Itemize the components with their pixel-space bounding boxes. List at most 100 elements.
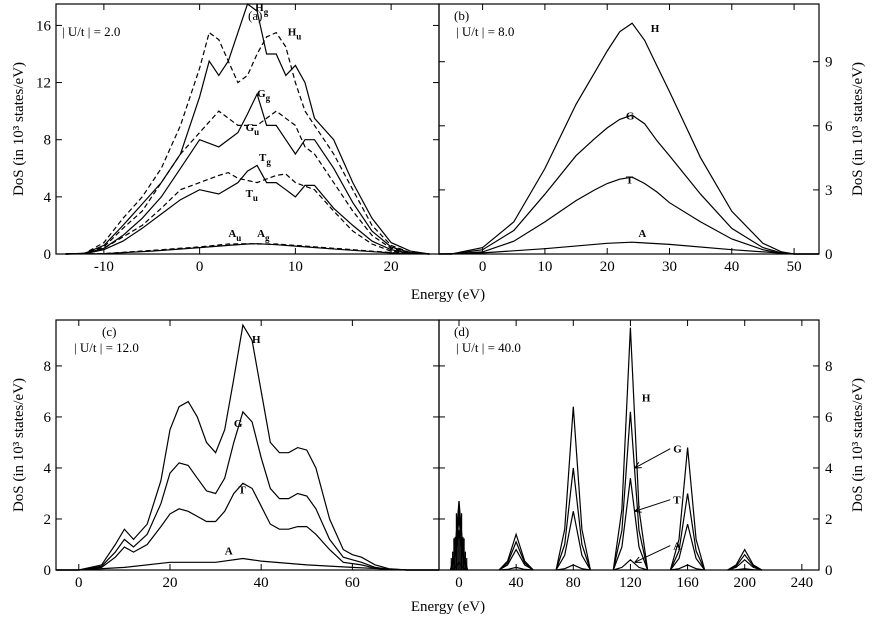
- y-axis-title-d: DoS (in 10³ states/eV): [850, 378, 866, 512]
- x-tick-label: 200: [733, 575, 756, 591]
- series-line-A: [56, 557, 439, 571]
- panel-d-annotation: | U/t | = 40.0: [456, 340, 521, 355]
- curve-label-Hu: Hu: [288, 26, 302, 41]
- panel-d-plot: 0 40 80 120 160 200 240 0 2 4 6 8 H G T A: [439, 320, 833, 591]
- panel-a-label: (a): [248, 8, 262, 23]
- series-line-Gu: [65, 110, 430, 255]
- series-line-T: [449, 478, 763, 571]
- series-line-T: [56, 482, 439, 571]
- x-tick-label: 160: [676, 575, 699, 591]
- series-line-T: [439, 176, 819, 255]
- curve-label-Au: Au: [228, 228, 241, 243]
- y-tick-label: 6: [825, 119, 833, 135]
- x-tick-label: 0: [455, 575, 463, 591]
- panel-c-frame: [55, 319, 440, 571]
- label-arrowhead: [634, 462, 642, 469]
- y-tick-label: 2: [825, 512, 833, 528]
- curve-label-T: T: [238, 484, 246, 496]
- series-line-H: [439, 22, 819, 255]
- series-line-A: [438, 241, 819, 255]
- label-arrow: [634, 499, 671, 512]
- panel-c-plot: 0 20 40 60 0 2 4 6 8 H G T A: [44, 320, 439, 591]
- x-axis-title-top: Energy (eV): [411, 287, 485, 303]
- panel-b-frame: [438, 3, 820, 255]
- x-tick-label: 60: [345, 575, 360, 591]
- y-tick-label: 8: [44, 359, 52, 375]
- y-tick-label: 4: [825, 461, 833, 477]
- label-arrowhead: [634, 556, 642, 563]
- x-tick-label: 0: [479, 259, 487, 275]
- series-comb: [450, 501, 468, 570]
- y-tick-label: 6: [825, 410, 833, 426]
- panel-b-plot: 0 10 20 30 40 50 0 3 6 9 H G T A: [438, 4, 833, 275]
- x-tick-label: 50: [787, 259, 802, 275]
- x-axis-title-bottom: Energy (eV): [411, 599, 485, 615]
- y-tick-label: 0: [825, 247, 833, 263]
- y-tick-label: 2: [44, 512, 52, 528]
- y-tick-label: 0: [44, 247, 52, 263]
- series-line-G: [439, 114, 819, 255]
- y-tick-label: 12: [36, 76, 51, 92]
- y-tick-label: 4: [44, 190, 52, 206]
- panel-d-label: (d): [454, 324, 469, 339]
- label-arrow: [634, 545, 671, 563]
- x-tick-label: 120: [619, 575, 642, 591]
- series-line-G: [56, 410, 439, 571]
- y-tick-label: 16: [36, 18, 52, 34]
- x-tick-label: 20: [162, 575, 177, 591]
- x-tick-label: 40: [254, 575, 269, 591]
- series-line-Hg: [65, 3, 430, 255]
- y-axis-title-c: DoS (in 10³ states/eV): [11, 378, 27, 512]
- series-line-H: [449, 327, 763, 571]
- x-tick-label: 0: [75, 575, 83, 591]
- y-tick-label: 0: [825, 563, 833, 579]
- x-tick-label: 40: [509, 575, 524, 591]
- x-tick-label: 20: [600, 259, 615, 275]
- curve-label-Gu: Gu: [246, 122, 260, 137]
- curve-label-H: H: [252, 334, 261, 346]
- series-line-Gg: [65, 92, 430, 255]
- label-arrow: [634, 448, 671, 469]
- curve-label-A: A: [638, 228, 646, 240]
- curve-label-T: T: [626, 174, 634, 186]
- y-tick-label: 8: [44, 133, 52, 149]
- curve-label-A: A: [673, 541, 681, 553]
- series-line-Hu: [65, 31, 430, 255]
- curve-label-Ag: Ag: [257, 228, 270, 243]
- x-tick-label: 240: [791, 575, 814, 591]
- panel-c-annotation: | U/t | = 12.0: [74, 340, 139, 355]
- curve-label-G: G: [673, 444, 682, 456]
- label-arrowhead: [634, 506, 642, 513]
- y-tick-label: 9: [825, 55, 833, 71]
- curve-label-H: H: [651, 23, 660, 35]
- series-line-Tu: [65, 171, 430, 255]
- panel-c-label: (c): [102, 324, 116, 339]
- x-tick-label: 10: [288, 259, 303, 275]
- x-tick-label: 30: [662, 259, 677, 275]
- series-line-Tg: [65, 164, 430, 255]
- x-tick-label: 40: [724, 259, 739, 275]
- x-tick-label: 20: [384, 259, 399, 275]
- curve-label-A: A: [225, 546, 233, 558]
- series-line-A: [450, 558, 762, 571]
- panel-a-annotation: | U/t | = 2.0: [62, 24, 120, 39]
- y-tick-label: 4: [44, 461, 52, 477]
- curve-label-Tu: Tu: [246, 188, 258, 203]
- curve-label-G: G: [234, 418, 243, 430]
- y-axis-title-a: DoS (in 10³ states/eV): [11, 62, 27, 196]
- y-tick-label: 6: [44, 410, 52, 426]
- panel-b-label: (b): [454, 8, 469, 23]
- x-tick-label: 80: [566, 575, 581, 591]
- y-axis-title-b: DoS (in 10³ states/eV): [850, 62, 866, 196]
- curve-label-T: T: [673, 495, 681, 507]
- series-line-H: [56, 323, 439, 571]
- y-tick-label: 0: [44, 563, 52, 579]
- curve-label-G: G: [626, 110, 635, 122]
- x-tick-label: 10: [537, 259, 552, 275]
- x-tick-label: -10: [94, 259, 114, 275]
- curve-label-H: H: [642, 393, 651, 405]
- x-tick-label: 0: [196, 259, 204, 275]
- series-line-Au: [65, 243, 430, 255]
